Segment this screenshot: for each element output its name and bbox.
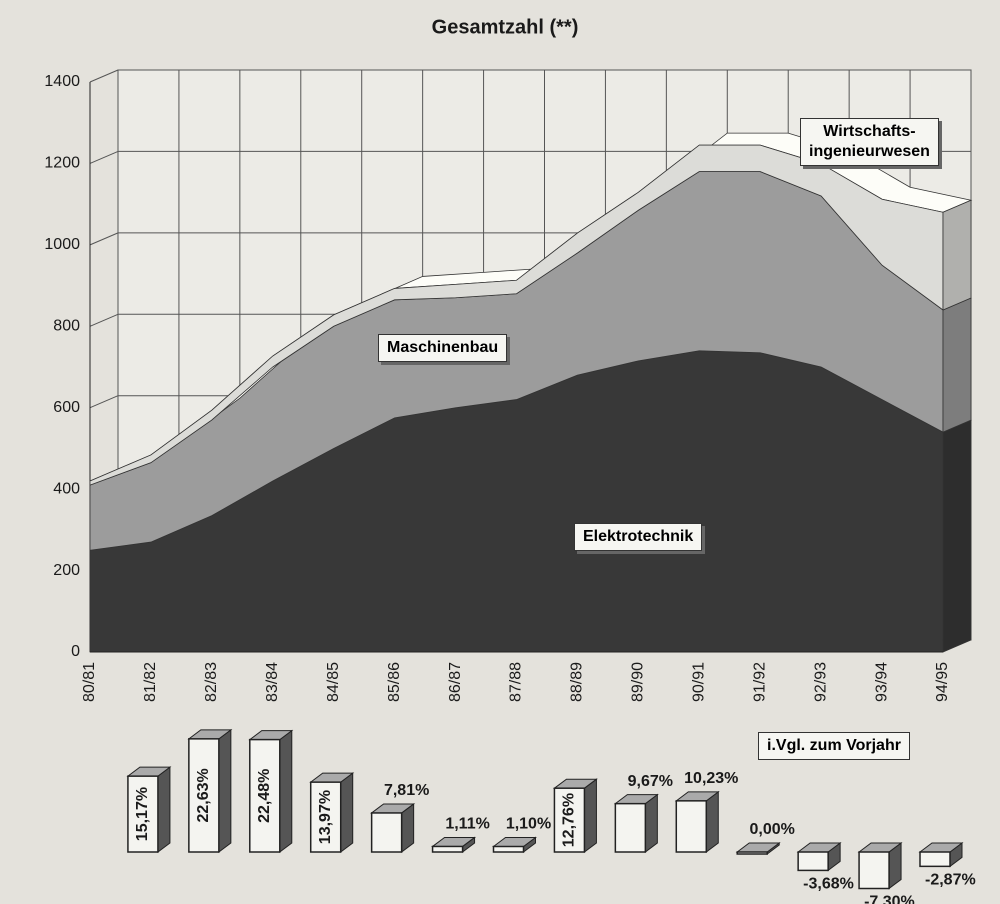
x-tick-label: 83/84	[264, 662, 281, 702]
bar-side	[218, 728, 232, 853]
bar	[675, 800, 708, 853]
bar	[188, 738, 220, 853]
x-tick-label: 91/92	[751, 662, 768, 702]
value-label: 10,23%	[684, 770, 738, 787]
value-label: 22,48%	[256, 769, 273, 823]
bar	[858, 851, 890, 890]
bar-side	[705, 790, 719, 853]
value-label: 13,97%	[317, 790, 334, 844]
bar-side	[644, 793, 658, 853]
x-tick-label: 92/93	[812, 662, 829, 702]
x-tick-label: 85/86	[386, 662, 403, 702]
x-tick-label: 90/91	[691, 662, 708, 702]
value-label: 1,10%	[506, 816, 551, 833]
value-label: 1,11%	[445, 816, 489, 833]
y-tick-label: 1200	[44, 155, 80, 172]
grid-line	[89, 69, 119, 83]
value-label: 22,63%	[195, 768, 212, 822]
grid-line	[89, 313, 119, 327]
bar	[249, 738, 281, 853]
series-label: Elektrotechnik	[574, 523, 703, 551]
value-label: 7,81%	[384, 782, 429, 799]
area-side	[942, 199, 972, 311]
x-tick-label: 82/83	[203, 662, 220, 702]
x-tick-label: 84/85	[325, 662, 342, 702]
bar	[309, 781, 342, 853]
y-tick-label: 1000	[44, 236, 80, 253]
series-label: Wirtschafts- ingenieurwesen	[800, 118, 939, 166]
value-label: -3,68%	[803, 876, 854, 893]
value-label: -2,87%	[925, 872, 976, 889]
bar-chart-title: i.Vgl. zum Vorjahr	[758, 732, 910, 760]
value-label: 15,17%	[134, 787, 151, 841]
x-tick-label: 93/94	[873, 662, 890, 702]
bar	[736, 851, 768, 855]
grid-line	[89, 150, 119, 164]
x-tick-label: 80/81	[81, 662, 98, 702]
bar	[492, 845, 525, 853]
grid-line	[89, 232, 119, 246]
series-label: Maschinenbau	[378, 334, 508, 362]
x-tick-label: 87/88	[508, 662, 525, 702]
bar-side	[279, 729, 293, 853]
value-label: 0,00%	[750, 821, 795, 838]
bar	[919, 851, 951, 868]
bar-side	[583, 778, 597, 853]
area-side	[942, 419, 972, 653]
bar-top	[735, 842, 781, 853]
y-tick-label: 400	[53, 480, 80, 497]
x-tick-label: 88/89	[569, 662, 586, 702]
y-tick-label: 800	[53, 318, 80, 335]
bar-side	[157, 766, 171, 853]
y-tick-label: 0	[71, 643, 80, 660]
bar	[127, 775, 159, 853]
bar-side	[340, 772, 354, 853]
x-tick-label: 81/82	[142, 662, 159, 702]
y-tick-label: 200	[53, 562, 80, 579]
area-side	[942, 297, 972, 433]
y-tick-label: 600	[53, 399, 80, 416]
value-label: 9,67%	[628, 773, 673, 790]
bar	[614, 802, 647, 853]
x-tick-label: 86/87	[447, 662, 464, 702]
grid-line	[89, 395, 119, 409]
x-tick-label: 94/95	[934, 662, 951, 702]
chart-title: Gesamtzahl (**)	[432, 16, 579, 38]
y-tick-label: 1400	[44, 73, 80, 90]
bar	[431, 845, 464, 853]
value-label: 12,76%	[561, 793, 578, 847]
bar	[553, 787, 586, 853]
bar	[370, 812, 403, 853]
x-tick-label: 89/90	[630, 662, 647, 702]
bar	[797, 851, 829, 872]
value-label: -7,30%	[864, 894, 915, 904]
